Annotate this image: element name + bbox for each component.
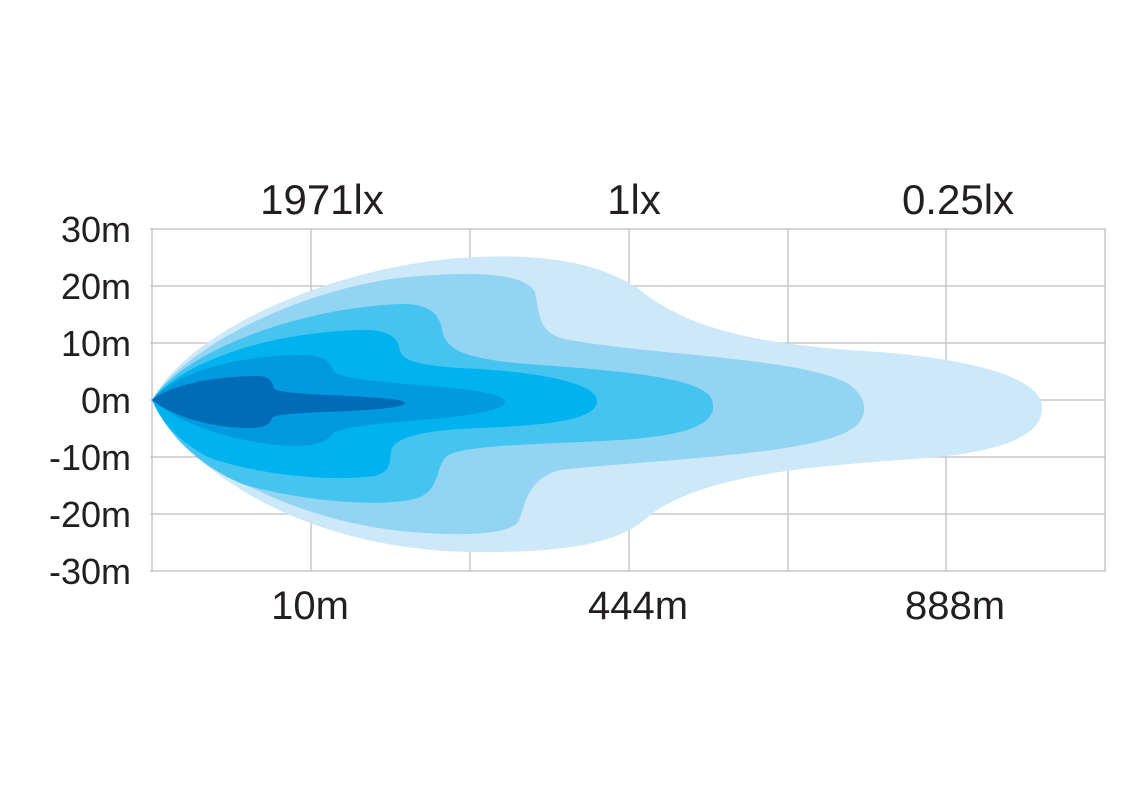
lux-label: 1lx [607,176,661,223]
lux-labels: 1971lx 1lx 0.25lx [260,176,1014,223]
x-tick-label: 444m [588,584,688,628]
x-tick-label: 888m [905,584,1005,628]
y-tick-label: -10m [49,437,131,478]
y-tick-label: 0m [81,380,131,421]
y-axis: 30m 20m 10m 0m -10m -20m -30m [49,209,131,592]
y-tick-label: 30m [61,209,131,250]
lux-label: 1971lx [260,176,384,223]
lux-label: 0.25lx [902,176,1014,223]
isolux-zone-6 [152,376,405,428]
y-tick-label: 10m [61,323,131,364]
x-axis: 10m 444m 888m [271,584,1005,628]
isolux-zones [152,256,1043,553]
y-tick-label: -30m [49,551,131,592]
y-tick-label: -20m [49,494,131,535]
x-tick-label: 10m [271,584,349,628]
y-tick-label: 20m [61,266,131,307]
